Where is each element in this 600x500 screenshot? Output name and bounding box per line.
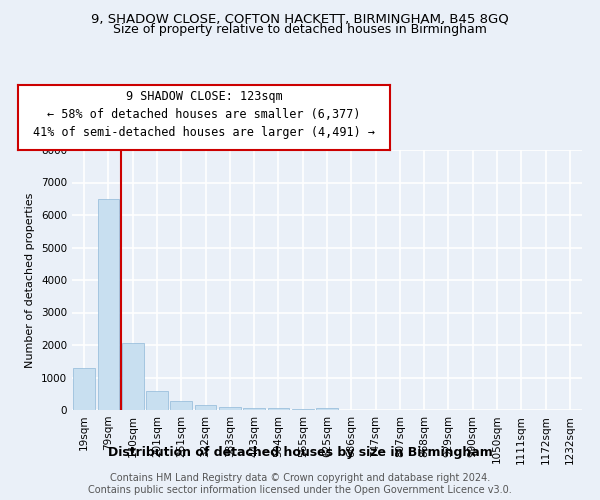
Bar bbox=[73, 368, 95, 410]
Bar bbox=[146, 392, 168, 410]
Bar bbox=[268, 408, 289, 410]
Bar bbox=[292, 408, 314, 410]
Text: 9, SHADOW CLOSE, COFTON HACKETT, BIRMINGHAM, B45 8GQ: 9, SHADOW CLOSE, COFTON HACKETT, BIRMING… bbox=[91, 12, 509, 26]
Bar bbox=[194, 405, 217, 410]
Text: Size of property relative to detached houses in Birmingham: Size of property relative to detached ho… bbox=[113, 22, 487, 36]
Bar bbox=[170, 401, 192, 410]
Text: 9 SHADOW CLOSE: 123sqm
← 58% of detached houses are smaller (6,377)
41% of semi-: 9 SHADOW CLOSE: 123sqm ← 58% of detached… bbox=[33, 90, 375, 138]
Bar bbox=[97, 198, 119, 410]
Bar bbox=[219, 407, 241, 410]
Bar bbox=[316, 408, 338, 410]
Y-axis label: Number of detached properties: Number of detached properties bbox=[25, 192, 35, 368]
Bar bbox=[122, 344, 143, 410]
Bar bbox=[243, 408, 265, 410]
Text: Contains HM Land Registry data © Crown copyright and database right 2024.
Contai: Contains HM Land Registry data © Crown c… bbox=[88, 474, 512, 495]
Text: Distribution of detached houses by size in Birmingham: Distribution of detached houses by size … bbox=[107, 446, 493, 459]
